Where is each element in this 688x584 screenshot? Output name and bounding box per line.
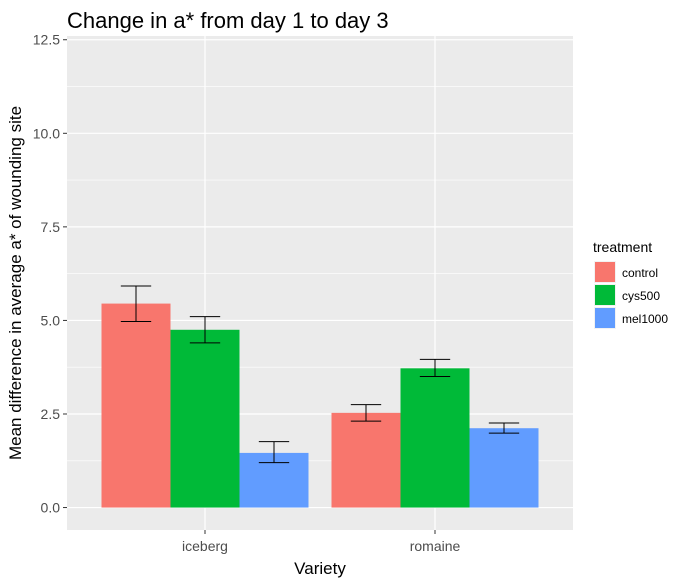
- error-bars: [120, 285, 520, 464]
- x-tick-label: romaine: [410, 538, 461, 554]
- y-tick-label: 0.0: [41, 500, 61, 516]
- bar-cys500-romaine: [400, 368, 470, 508]
- legend-label-cys500: cys500: [622, 289, 660, 303]
- bar-control-romaine: [331, 412, 401, 508]
- bar-mel1000-romaine: [469, 428, 539, 508]
- legend-title: treatment: [593, 239, 652, 255]
- y-axis-title: Mean difference in average a* of woundin…: [6, 106, 25, 460]
- bar-control-iceberg: [101, 303, 171, 508]
- y-tick-label: 12.5: [33, 32, 60, 48]
- bars: [101, 303, 539, 508]
- x-tick-label: iceberg: [182, 538, 228, 554]
- x-axis-title: Variety: [294, 559, 346, 578]
- chart-title: Change in a* from day 1 to day 3: [67, 8, 389, 33]
- legend-swatch-mel1000: [595, 308, 615, 328]
- legend-swatch-control: [595, 262, 615, 282]
- y-tick-label: 7.5: [41, 219, 61, 235]
- legend-label-control: control: [622, 266, 658, 280]
- legend: treatment control cys500 mel1000: [593, 239, 668, 329]
- y-tick-label: 5.0: [41, 312, 61, 328]
- x-axis: iceberg romaine: [182, 530, 460, 554]
- legend-label-mel1000: mel1000: [622, 312, 668, 326]
- y-tick-label: 10.0: [33, 125, 60, 141]
- y-axis: 0.0 2.5 5.0 7.5 10.0 12.5: [33, 32, 67, 516]
- y-tick-label: 2.5: [41, 406, 61, 422]
- bar-cys500-iceberg: [170, 329, 240, 508]
- legend-swatch-cys500: [595, 285, 615, 305]
